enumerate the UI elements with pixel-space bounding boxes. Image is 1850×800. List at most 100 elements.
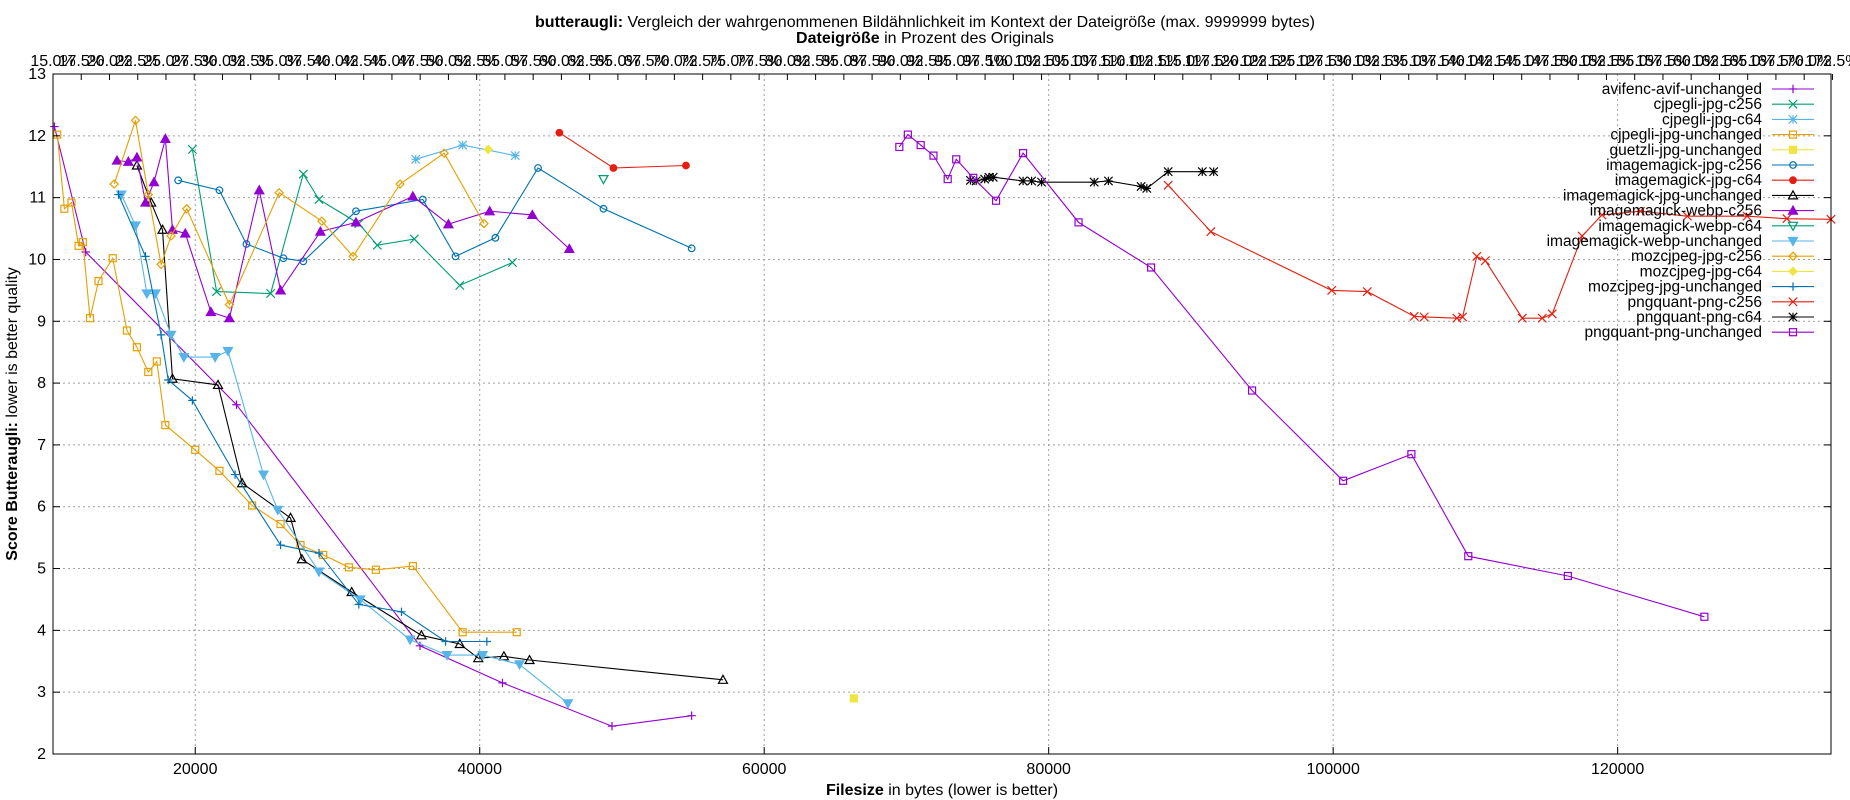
series-line	[120, 194, 569, 704]
top-tick-label: 142.5%	[1466, 53, 1520, 70]
top-tick-label: 130.0%	[1325, 53, 1379, 70]
data-point	[314, 225, 326, 236]
data-point	[1163, 167, 1173, 177]
legend-label: cjpegli-jpg-c256	[1653, 96, 1762, 113]
top-tick-label: 102.5%	[1014, 53, 1068, 70]
series-avifenc-avif-unchanged	[50, 122, 696, 731]
data-point	[682, 161, 690, 170]
data-point	[232, 400, 241, 409]
legend-label: guetzli-jpg-unchanged	[1609, 142, 1762, 159]
data-point	[143, 189, 154, 200]
plot-frame	[52, 73, 1832, 755]
data-point	[1136, 181, 1146, 192]
data-point	[439, 148, 450, 158]
series-line	[113, 120, 485, 306]
data-point	[415, 641, 425, 651]
data-point	[1074, 218, 1083, 227]
legend-label: imagemagick-webp-c64	[1598, 218, 1762, 235]
data-point	[1789, 161, 1797, 169]
top-axis-ticks: 15.0%17.5%20.0%22.5%25.0%27.5%30.0%32.5%…	[30, 53, 1850, 80]
top-tick-label: 95.0%	[934, 53, 979, 70]
data-point	[454, 638, 466, 649]
top-tick-label: 97.5%	[962, 53, 1007, 70]
data-point	[1142, 183, 1152, 193]
data-point	[1018, 176, 1028, 186]
data-point	[354, 600, 364, 609]
data-point	[523, 654, 536, 665]
data-point	[1480, 256, 1490, 266]
top-tick-label: 107.5%	[1071, 53, 1125, 70]
data-point	[174, 176, 183, 185]
data-point	[1517, 313, 1527, 323]
data-point	[132, 343, 142, 352]
data-point	[510, 150, 520, 161]
series-cjpegli-jpg-unchanged	[53, 130, 521, 637]
top-tick-label: 125.0%	[1269, 53, 1323, 70]
data-point	[350, 216, 362, 227]
data-point	[129, 221, 142, 232]
data-point	[479, 218, 489, 229]
y-tick-label: 12	[28, 128, 46, 145]
legend-label: mozcjpeg-jpg-c64	[1640, 263, 1763, 280]
top-tick-label: 137.5%	[1410, 53, 1464, 70]
data-point	[144, 367, 153, 377]
data-point	[1788, 130, 1798, 139]
data-point	[1209, 167, 1219, 177]
series-pngquant-png-unchanged	[895, 130, 1709, 621]
data-point	[114, 190, 123, 199]
top-tick-label: 62.5%	[567, 53, 612, 70]
data-point	[187, 144, 198, 155]
data-point	[215, 466, 224, 475]
y-tick-label: 11	[29, 190, 46, 207]
top-axis-label: Dateigröße in Prozent des Originals	[796, 30, 1054, 47]
data-point	[166, 224, 179, 234]
data-point	[161, 421, 170, 430]
data-point	[141, 289, 153, 300]
top-tick-label: 112.5%	[1128, 53, 1181, 70]
top-tick-label: 37.5%	[285, 53, 330, 70]
legend-label: pngquant-png-c64	[1636, 309, 1762, 326]
data-point	[1163, 180, 1173, 190]
series-cjpegli-jpg-c256	[187, 144, 518, 299]
data-point	[1788, 251, 1798, 262]
data-point	[408, 561, 417, 571]
data-point	[94, 276, 103, 286]
top-tick-label: 42.5%	[341, 53, 386, 70]
data-point	[498, 650, 510, 661]
data-point	[472, 652, 484, 663]
top-tick-label: 105.0%	[1043, 53, 1097, 70]
top-tick-label: 47.5%	[397, 53, 442, 70]
data-point	[191, 445, 200, 454]
series-line	[53, 126, 692, 727]
top-tick-label: 27.5%	[172, 53, 217, 70]
data-point	[212, 379, 224, 390]
top-tick-label: 145.0%	[1495, 53, 1549, 70]
data-point	[441, 650, 453, 661]
data-point	[409, 234, 419, 244]
top-tick-label: 157.5%	[1636, 53, 1690, 70]
data-point	[285, 512, 297, 522]
data-point	[166, 373, 179, 383]
series-imagemagick-webp-c256	[111, 133, 575, 323]
data-point	[395, 179, 405, 189]
data-point	[1547, 309, 1557, 319]
series-mozcjpeg-jpg-c256	[109, 115, 489, 310]
top-tick-label: 55.0%	[482, 53, 527, 70]
y-tick-label: 8	[37, 375, 46, 392]
y-axis-ticks: 2 3 4 5 6 7 8 9 10 11 12 13	[28, 66, 1831, 763]
data-point	[50, 122, 59, 131]
data-point	[1788, 297, 1798, 307]
data-point	[484, 205, 496, 216]
data-point	[108, 254, 117, 263]
data-point	[411, 154, 421, 164]
data-point	[159, 133, 171, 144]
data-point	[1788, 312, 1798, 322]
top-tick-label: 80.0%	[765, 53, 810, 70]
data-point	[1327, 285, 1337, 295]
legend-label: pngquant-png-c256	[1628, 294, 1762, 311]
top-tick-label: 115.0%	[1156, 53, 1209, 70]
top-tick-label: 90.0%	[878, 53, 923, 70]
data-point	[599, 204, 608, 213]
data-point	[607, 721, 617, 731]
data-point	[1788, 99, 1798, 109]
